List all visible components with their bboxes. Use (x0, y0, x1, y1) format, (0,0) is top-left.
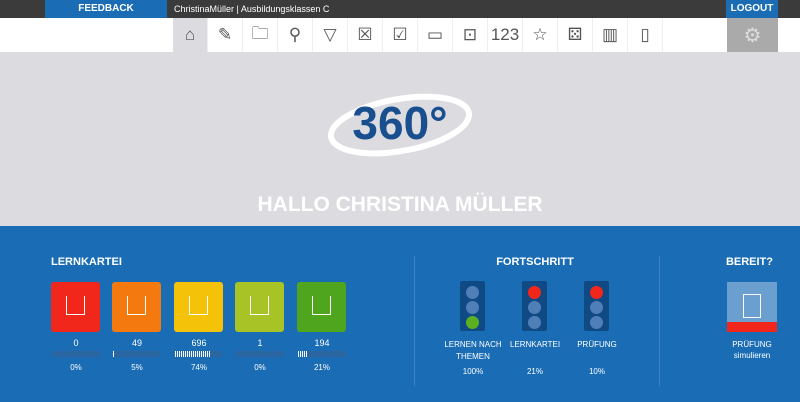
toolbar-star-icon[interactable]: ☆ (523, 18, 558, 52)
box-icon (127, 296, 146, 315)
divider (659, 256, 660, 386)
traffic-light (522, 281, 547, 331)
toolbar-video-icon[interactable]: ⊡ (453, 18, 488, 52)
lernkartei-box-4[interactable] (235, 282, 284, 332)
box-count: 194 (314, 338, 330, 348)
pruefung-simulieren-label: PRÜFUNG simulieren (712, 339, 792, 361)
box-count: 0 (73, 338, 79, 348)
box-count: 696 (191, 338, 207, 348)
box-percent: 0% (254, 363, 266, 372)
traffic-light-percent: 100% (462, 367, 484, 376)
box-percent: 74% (190, 363, 207, 372)
lernkartei-box-2[interactable] (112, 282, 161, 332)
toolbar-123[interactable]: 123 (488, 18, 523, 52)
box-percent: 21% (313, 363, 330, 372)
toolbar-dice-icon[interactable]: ⚄ (558, 18, 593, 52)
toolbar-home-icon[interactable]: ⌂ (173, 18, 208, 52)
toolbar-correct-card-icon[interactable]: ☑ (383, 18, 418, 52)
box-progress (113, 351, 160, 357)
certificate-icon (743, 294, 761, 318)
traffic-light-percent: 21% (526, 367, 543, 376)
hero-banner: 360° (0, 52, 800, 226)
box-icon (189, 296, 208, 315)
box-percent: 5% (131, 363, 143, 372)
traffic-light-percent: 10% (588, 367, 605, 376)
toolbar-wrong-card-icon[interactable]: ☒ (348, 18, 383, 52)
lernkartei-box-1[interactable] (51, 282, 100, 332)
traffic-light-label: LERNEN NACH THEMEN (444, 340, 502, 361)
box-icon (312, 296, 331, 315)
pruefung-simulieren-button[interactable] (727, 282, 777, 332)
box-progress (298, 351, 345, 357)
bereit-title: BEREIT? (725, 256, 773, 268)
box-count: 1 (257, 338, 263, 348)
toolbar-folder-icon[interactable]: 🗀 (243, 18, 278, 52)
toolbar-stats-icon[interactable]: ▥ (593, 18, 628, 52)
toolbar-edit-card-icon[interactable]: ✎ (208, 18, 243, 52)
traffic-light (584, 281, 609, 331)
traffic-light-label: LERNKARTEI (509, 340, 561, 349)
toolbar (0, 18, 800, 52)
user-info: ChristinaMüller | Ausbildungsklassen C (174, 4, 330, 14)
toolbar-search-icon[interactable]: ⚲ (278, 18, 313, 52)
lernkartei-box-3[interactable] (174, 282, 223, 332)
toolbar-image-icon[interactable]: ▭ (418, 18, 453, 52)
lernkartei-box-5[interactable] (297, 282, 346, 332)
box-progress (175, 351, 222, 357)
logout-button[interactable]: LOGOUT (726, 0, 778, 18)
settings-gear-icon[interactable]: ⚙ (727, 18, 778, 52)
label: PRÜFUNG (732, 340, 772, 349)
logo-text: 360° (352, 97, 447, 149)
divider (414, 256, 415, 386)
feedback-button[interactable]: FEEDBACK (45, 0, 167, 18)
fortschritt-title: FORTSCHRITT (496, 256, 574, 268)
greeting: HALLO CHRISTINA MÜLLER (257, 193, 543, 216)
box-percent: 0% (70, 363, 82, 372)
box-icon (250, 296, 269, 315)
toolbar-filter-icon[interactable]: ▽ (313, 18, 348, 52)
box-count: 49 (131, 338, 142, 348)
label: simulieren (733, 351, 771, 360)
logo-360: 360° (327, 93, 473, 157)
box-icon (66, 296, 85, 315)
lernkartei-title: LERNKARTEI (51, 256, 122, 268)
top-bar (0, 0, 800, 18)
toolbar-certificate-icon[interactable]: ▯ (628, 18, 663, 52)
box-progress (236, 351, 283, 357)
traffic-light-label: PRÜFUNG (577, 340, 617, 349)
traffic-light (460, 281, 485, 331)
box-progress (52, 351, 99, 357)
